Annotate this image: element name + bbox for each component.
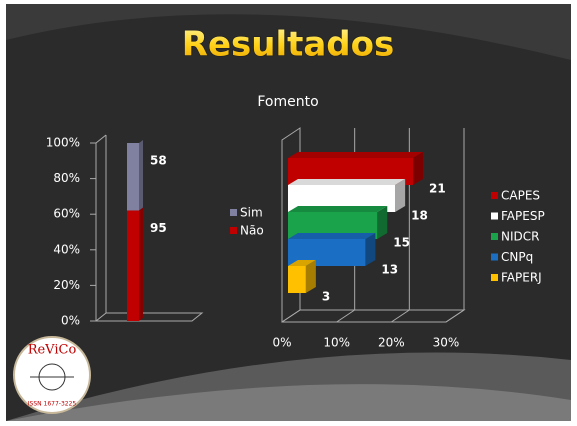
swoosh — [6, 384, 571, 421]
legend-label: NIDCR — [501, 230, 539, 244]
legend-swatch — [491, 274, 498, 281]
grid-line — [445, 309, 465, 323]
legend-label: Não — [240, 224, 264, 238]
swoosh — [6, 4, 571, 60]
legend-label: CAPES — [501, 189, 540, 203]
data-label: 13 — [381, 263, 398, 277]
bar-segment — [127, 143, 139, 211]
legend-label: CNPq — [501, 250, 533, 264]
bar — [288, 266, 306, 293]
y-tick-label: 0% — [61, 314, 80, 328]
logo-issn: ISSN 1677-3225 — [28, 401, 77, 408]
logo-name: ReViCo — [28, 343, 77, 358]
data-label: 18 — [411, 209, 428, 223]
y-tick-label: 100% — [46, 136, 80, 150]
grid-line — [336, 309, 355, 323]
legend-label: Sim — [240, 206, 263, 220]
y-tick-label: 20% — [53, 278, 80, 292]
legend-swatch — [491, 253, 498, 261]
x-tick-label: 30% — [433, 336, 460, 350]
data-label: 58 — [150, 154, 167, 168]
data-label: 95 — [150, 221, 167, 235]
logo: ReViCo ISSN 1677-3225 — [13, 336, 91, 414]
bar-side — [305, 260, 316, 293]
legend-swatch — [491, 212, 498, 220]
bar-segment — [127, 210, 139, 321]
bar-side — [413, 152, 423, 185]
y-tick-label: 80% — [53, 171, 80, 185]
x-tick-label: 20% — [378, 336, 405, 350]
slide-title: Resultados — [182, 25, 394, 65]
bar-side — [365, 233, 376, 266]
plot-floor — [96, 312, 204, 322]
y-tick-label: 60% — [53, 207, 80, 221]
x-tick-label: 0% — [272, 336, 291, 350]
grid-line — [391, 309, 410, 323]
legend-swatch — [230, 227, 237, 234]
y-tick-label: 40% — [53, 242, 80, 256]
grid-line — [281, 309, 301, 323]
bar-top — [288, 206, 388, 212]
bar-side — [395, 179, 406, 212]
bar-top — [288, 179, 406, 185]
logo-circle — [13, 336, 91, 414]
data-label: 3 — [322, 290, 330, 304]
bar-top — [288, 233, 376, 239]
legend-swatch — [491, 233, 498, 240]
bar-side — [377, 206, 388, 239]
legend-label: FAPESP — [501, 209, 545, 223]
data-label: 21 — [429, 182, 446, 196]
legend-label: FAPERJ — [501, 271, 542, 285]
x-tick-label: 10% — [323, 336, 350, 350]
bar-top — [288, 260, 316, 266]
chart-subtitle: Fomento — [257, 94, 318, 110]
data-label: 15 — [393, 236, 410, 250]
bar-top — [288, 152, 423, 158]
legend-swatch — [491, 192, 498, 199]
bar-side — [139, 207, 143, 321]
legend-swatch — [230, 209, 237, 216]
bar-side — [139, 140, 143, 211]
